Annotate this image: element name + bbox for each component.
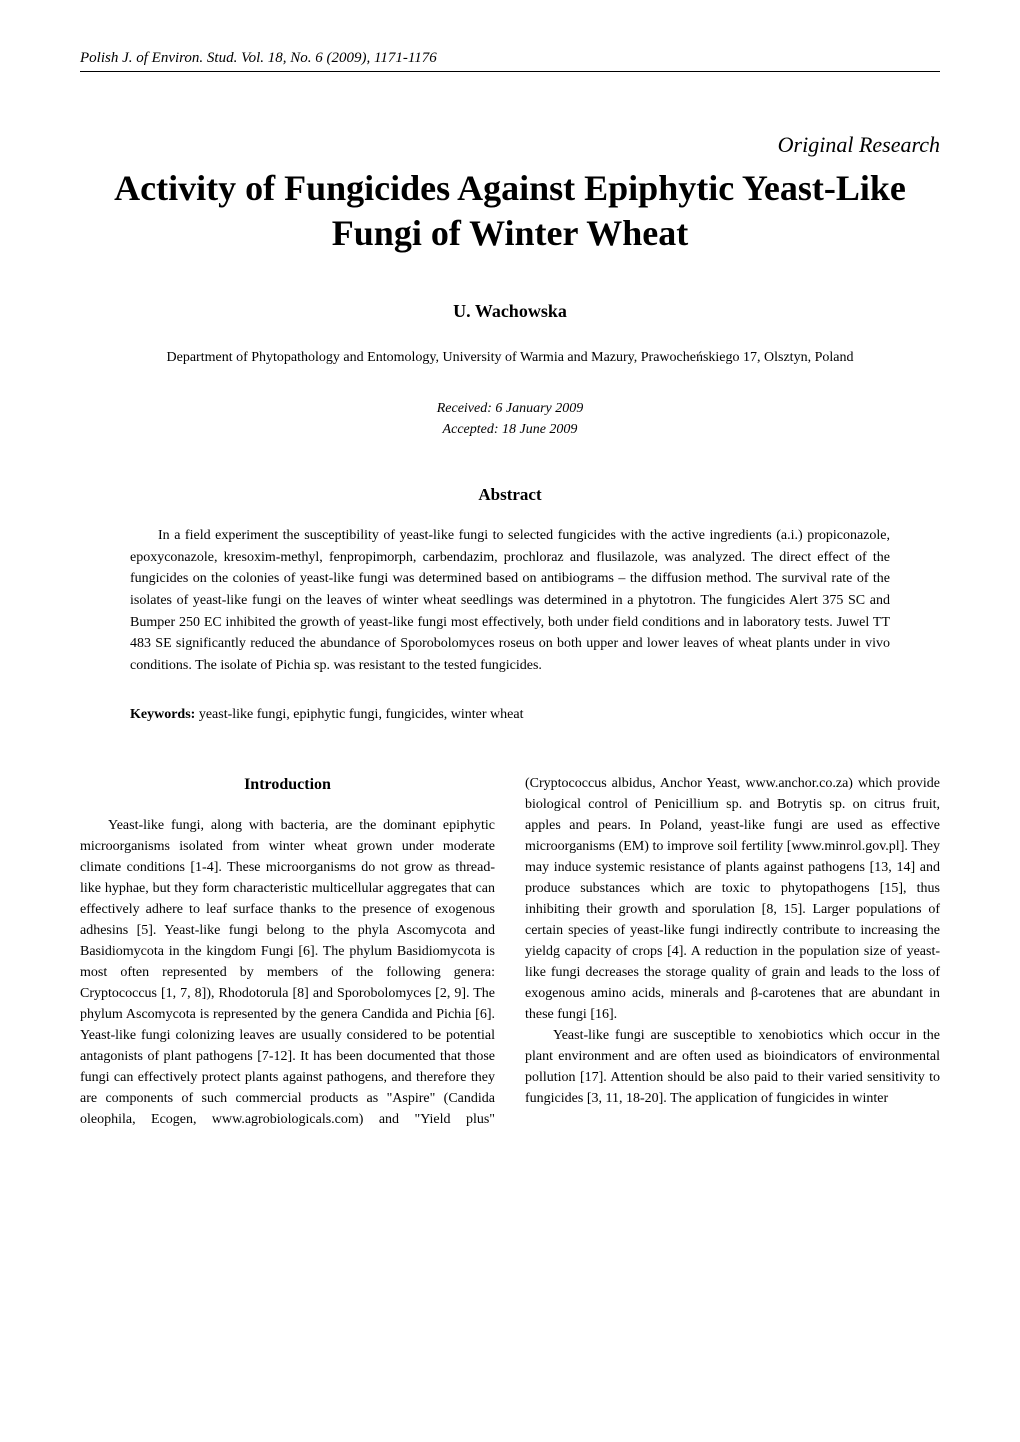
received-date: Received: 6 January 2009: [80, 398, 940, 419]
journal-citation: Polish J. of Environ. Stud. Vol. 18, No.…: [80, 50, 940, 67]
introduction-heading: Introduction: [80, 773, 495, 797]
author-affiliation: Department of Phytopathology and Entomol…: [80, 347, 940, 368]
article-type: Original Research: [80, 132, 940, 158]
header-divider: [80, 71, 940, 72]
keywords-label: Keywords:: [130, 707, 195, 722]
keywords-line: Keywords: yeast-like fungi, epiphytic fu…: [130, 707, 890, 723]
intro-paragraph-2: Yeast-like fungi are susceptible to xeno…: [525, 1025, 940, 1109]
abstract-heading: Abstract: [80, 485, 940, 505]
abstract-body: In a field experiment the susceptibility…: [130, 525, 890, 677]
submission-dates: Received: 6 January 2009 Accepted: 18 Ju…: [80, 398, 940, 440]
paper-title: Activity of Fungicides Against Epiphytic…: [80, 166, 940, 256]
accepted-date: Accepted: 18 June 2009: [80, 419, 940, 440]
body-columns: Introduction Yeast-like fungi, along wit…: [80, 773, 940, 1130]
author-name: U. Wachowska: [80, 301, 940, 322]
keywords-text: yeast-like fungi, epiphytic fungi, fungi…: [195, 707, 523, 722]
